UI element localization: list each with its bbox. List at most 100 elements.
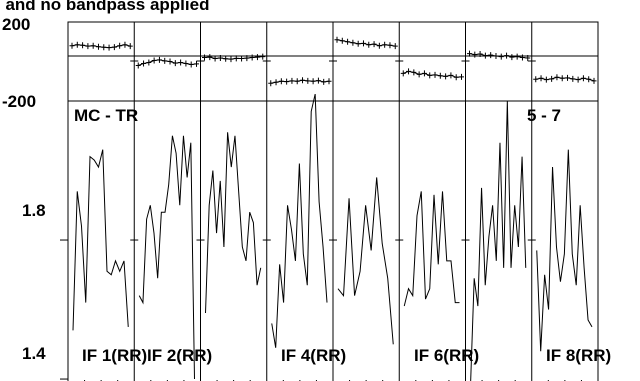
phase-point-if-7-2: [477, 50, 483, 57]
phase-point-if-2-7: [172, 60, 178, 67]
amp-line-if-6: [403, 191, 460, 307]
amp-line-if-8: [536, 149, 593, 352]
phase-point-if-1-2: [80, 42, 86, 49]
phase-ytick-bottom: -200: [2, 92, 36, 111]
axis-ticks: [60, 60, 582, 381]
phase-point-if-5-5: [360, 40, 366, 47]
phase-point-if-4-11: [326, 78, 332, 85]
phase-point-if-1-0: [69, 42, 75, 49]
phase-point-if-5-0: [334, 36, 340, 43]
phase-point-if-1-5: [95, 43, 101, 50]
chart-title: I and no bandpass applied: [0, 0, 209, 14]
phase-point-if-7-5: [493, 52, 499, 59]
phase-point-if-5-9: [382, 41, 388, 48]
phase-point-if-3-1: [207, 54, 213, 61]
phase-point-if-5-11: [392, 43, 398, 50]
phase-point-if-8-2: [543, 76, 549, 83]
if-label-1: IF 1(RR): [82, 346, 147, 365]
phase-point-if-2-9: [183, 60, 189, 67]
phase-point-if-5-7: [371, 41, 377, 48]
phase-point-if-3-11: [260, 53, 266, 60]
phase-point-if-2-11: [194, 60, 199, 67]
phase-point-if-5-10: [387, 42, 393, 49]
phase-point-if-3-6: [233, 55, 239, 62]
phase-point-if-7-0: [467, 50, 472, 57]
phase-point-if-7-7: [504, 52, 510, 59]
phase-point-if-1-7: [106, 44, 112, 51]
phase-point-if-4-5: [294, 78, 300, 85]
phase-point-if-4-3: [284, 78, 290, 85]
phase-point-if-7-6: [498, 53, 504, 60]
phase-point-if-6-7: [437, 72, 443, 79]
phase-point-if-7-9: [514, 53, 520, 60]
phase-point-if-5-8: [376, 42, 382, 49]
phase-point-if-2-2: [146, 59, 152, 66]
phase-point-if-3-2: [212, 55, 218, 62]
phase-point-if-8-6: [565, 74, 571, 81]
phase-point-if-7-1: [472, 51, 478, 58]
phase-point-if-3-0: [202, 54, 207, 61]
phase-point-if-6-9: [448, 72, 454, 79]
phase-point-if-4-4: [289, 77, 295, 84]
if-label-2: IF 2(RR): [147, 346, 212, 365]
phase-point-if-8-4: [554, 74, 560, 81]
phase-point-if-8-11: [591, 77, 597, 84]
phase-point-if-6-10: [453, 74, 459, 81]
phase-point-if-1-11: [127, 43, 133, 50]
if-label-4: IF 4(RR): [281, 346, 346, 365]
phase-point-if-6-5: [427, 72, 433, 79]
phase-point-if-1-4: [90, 42, 96, 49]
phase-point-if-2-3: [151, 57, 157, 64]
phase-point-if-4-6: [300, 77, 306, 84]
phase-point-if-1-8: [111, 44, 117, 51]
phase-point-if-6-3: [416, 71, 422, 78]
phase-point-if-1-3: [85, 43, 91, 50]
phase-point-if-6-8: [443, 73, 449, 80]
if-label-6: IF 6(RR): [414, 346, 479, 365]
phase-point-if-4-7: [305, 77, 311, 84]
phase-point-if-3-5: [228, 56, 234, 63]
phase-point-if-1-9: [117, 42, 123, 49]
amp-line-if-3: [205, 132, 262, 314]
phase-point-if-7-3: [482, 52, 488, 59]
phase-point-if-8-3: [549, 75, 555, 82]
phase-point-if-4-1: [273, 79, 279, 86]
phase-point-if-1-1: [74, 41, 80, 48]
phase-point-if-5-3: [350, 39, 356, 46]
phase-point-if-3-4: [223, 55, 229, 62]
phase-point-if-6-1: [406, 68, 412, 75]
phase-point-if-5-4: [355, 40, 361, 47]
phase-point-if-3-3: [217, 54, 223, 61]
phase-point-if-2-5: [162, 57, 168, 64]
phase-point-if-5-2: [345, 38, 351, 45]
phase-point-if-2-4: [156, 56, 162, 63]
phase-point-if-1-6: [101, 44, 107, 51]
phase-point-if-6-4: [421, 70, 427, 77]
phase-point-if-6-11: [459, 73, 464, 80]
phase-point-if-8-1: [538, 75, 544, 82]
phase-point-if-6-6: [432, 71, 438, 78]
phase-point-if-2-10: [188, 61, 194, 68]
phase-point-if-2-0: [135, 62, 141, 69]
amp-line-if-5: [337, 177, 394, 345]
phase-point-if-4-2: [278, 78, 284, 85]
phase-point-if-1-10: [122, 41, 128, 48]
phase-point-if-2-1: [141, 60, 147, 67]
baseline-label: MC - TR: [74, 106, 138, 125]
phase-point-if-7-10: [519, 54, 525, 61]
phase-point-if-5-1: [339, 37, 345, 44]
amp-line-if-2: [138, 135, 195, 380]
phase-ytick-top: 200: [2, 15, 30, 34]
phase-point-if-4-10: [321, 78, 327, 85]
amp-line-if-7: [470, 100, 527, 381]
phase-point-if-8-7: [570, 75, 576, 82]
if-label-8: IF 8(RR): [546, 346, 611, 365]
phase-point-if-3-7: [239, 55, 245, 62]
amp-series: [72, 93, 593, 381]
phase-point-if-8-10: [586, 76, 592, 83]
phase-point-if-6-2: [411, 69, 417, 76]
phase-point-if-3-8: [244, 55, 250, 62]
phase-point-if-6-0: [400, 70, 406, 77]
channel-range-label: 5 - 7: [527, 106, 561, 125]
phase-series: [69, 36, 597, 87]
